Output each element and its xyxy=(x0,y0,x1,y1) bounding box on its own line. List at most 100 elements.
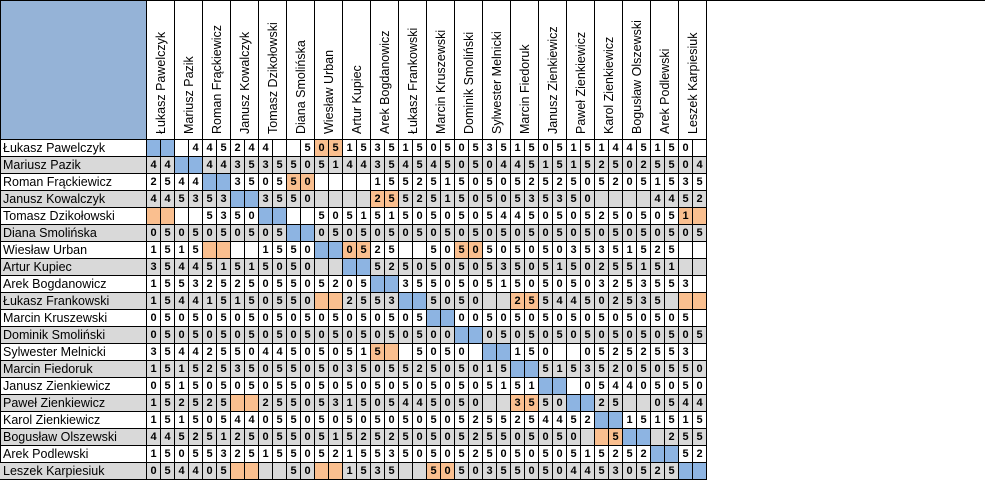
score-cell: 5 xyxy=(427,412,441,429)
score-cell: 5 xyxy=(161,242,175,259)
score-cell: 4 xyxy=(567,293,581,310)
score-cell: 5 xyxy=(469,225,483,242)
score-cell: 5 xyxy=(651,259,665,276)
score-cell: 5 xyxy=(203,208,217,225)
score-cell: 0 xyxy=(301,378,315,395)
score-cell: 5 xyxy=(273,446,287,463)
score-cell: 5 xyxy=(371,412,385,429)
score-cell xyxy=(483,293,497,310)
score-cell: 0 xyxy=(371,310,385,327)
score-cell: 5 xyxy=(623,446,637,463)
score-cell: 5 xyxy=(245,157,259,174)
column-header-label: Łukasz Pawelczyk xyxy=(153,31,168,134)
score-cell: 4 xyxy=(399,395,413,412)
score-cell xyxy=(553,344,567,361)
score-cell: 0 xyxy=(301,293,315,310)
score-cell: 0 xyxy=(497,310,511,327)
score-cell: 1 xyxy=(245,259,259,276)
score-cell: 5 xyxy=(287,259,301,276)
score-cell xyxy=(287,140,301,157)
score-cell: 5 xyxy=(455,191,469,208)
score-cell: 5 xyxy=(161,446,175,463)
score-cell xyxy=(679,242,693,259)
score-cell: 0 xyxy=(665,378,679,395)
score-cell: 0 xyxy=(343,276,357,293)
score-cell: 5 xyxy=(287,157,301,174)
row-label: Wiesław Urban xyxy=(0,242,147,259)
score-cell: 2 xyxy=(637,446,651,463)
score-cell: 5 xyxy=(665,412,679,429)
score-cell: 5 xyxy=(679,191,693,208)
score-cell: 1 xyxy=(175,378,189,395)
score-cell: 4 xyxy=(259,140,273,157)
score-cell: 5 xyxy=(385,140,399,157)
score-cell: 5 xyxy=(217,225,231,242)
score-cell: 4 xyxy=(189,140,203,157)
score-cell: 5 xyxy=(427,174,441,191)
score-cell: 5 xyxy=(525,140,539,157)
score-cell: 5 xyxy=(189,361,203,378)
score-cell: 5 xyxy=(245,293,259,310)
score-cell xyxy=(301,208,315,225)
score-cell: 4 xyxy=(245,412,259,429)
score-cell xyxy=(497,344,511,361)
score-cell: 0 xyxy=(553,446,567,463)
score-cell: 0 xyxy=(525,463,539,480)
score-cell: 5 xyxy=(203,446,217,463)
score-cell xyxy=(693,344,707,361)
row-label: Leszek Karpiesiuk xyxy=(0,463,147,480)
score-cell xyxy=(315,463,329,480)
score-cell: 3 xyxy=(679,174,693,191)
score-cell: 5 xyxy=(665,463,679,480)
score-cell: 0 xyxy=(301,259,315,276)
score-cell: 5 xyxy=(553,157,567,174)
score-cell: 5 xyxy=(469,140,483,157)
score-cell: 5 xyxy=(623,344,637,361)
score-cell: 5 xyxy=(595,463,609,480)
score-cell: 0 xyxy=(287,310,301,327)
score-cell: 5 xyxy=(455,446,469,463)
score-cell: 1 xyxy=(567,157,581,174)
score-cell: 3 xyxy=(637,293,651,310)
score-cell: 1 xyxy=(497,276,511,293)
score-cell: 4 xyxy=(161,191,175,208)
score-cell: 5 xyxy=(287,174,301,191)
score-cell: 4 xyxy=(665,191,679,208)
score-cell: 5 xyxy=(413,310,427,327)
score-cell: 0 xyxy=(259,174,273,191)
row-label: Janusz Kowalczyk xyxy=(0,191,147,208)
score-cell xyxy=(511,361,525,378)
score-cell: 5 xyxy=(273,378,287,395)
score-cell: 2 xyxy=(385,429,399,446)
score-cell: 5 xyxy=(497,463,511,480)
score-cell: 5 xyxy=(483,174,497,191)
score-cell xyxy=(483,395,497,412)
score-cell: 5 xyxy=(637,412,651,429)
score-cell xyxy=(357,259,371,276)
score-cell: 5 xyxy=(553,140,567,157)
score-cell: 5 xyxy=(287,463,301,480)
score-cell: 1 xyxy=(217,429,231,446)
score-cell: 0 xyxy=(259,429,273,446)
score-cell: 4 xyxy=(259,344,273,361)
score-cell: 0 xyxy=(259,412,273,429)
score-cell: 5 xyxy=(273,276,287,293)
score-cell: 3 xyxy=(231,157,245,174)
row-label: Sylwester Melnicki xyxy=(0,344,147,361)
score-cell: 0 xyxy=(147,378,161,395)
score-cell: 2 xyxy=(651,242,665,259)
score-cell: 5 xyxy=(357,395,371,412)
score-cell: 3 xyxy=(371,463,385,480)
score-cell: 1 xyxy=(651,140,665,157)
score-cell: 5 xyxy=(665,361,679,378)
score-cell: 5 xyxy=(539,395,553,412)
score-cell: 1 xyxy=(623,412,637,429)
score-cell xyxy=(595,191,609,208)
row-label: Łukasz Pawelczyk xyxy=(0,140,147,157)
score-cell: 2 xyxy=(469,446,483,463)
score-cell: 0 xyxy=(483,327,497,344)
score-cell: 5 xyxy=(189,395,203,412)
score-cell: 5 xyxy=(273,225,287,242)
score-cell: 5 xyxy=(679,429,693,446)
score-cell: 3 xyxy=(567,242,581,259)
